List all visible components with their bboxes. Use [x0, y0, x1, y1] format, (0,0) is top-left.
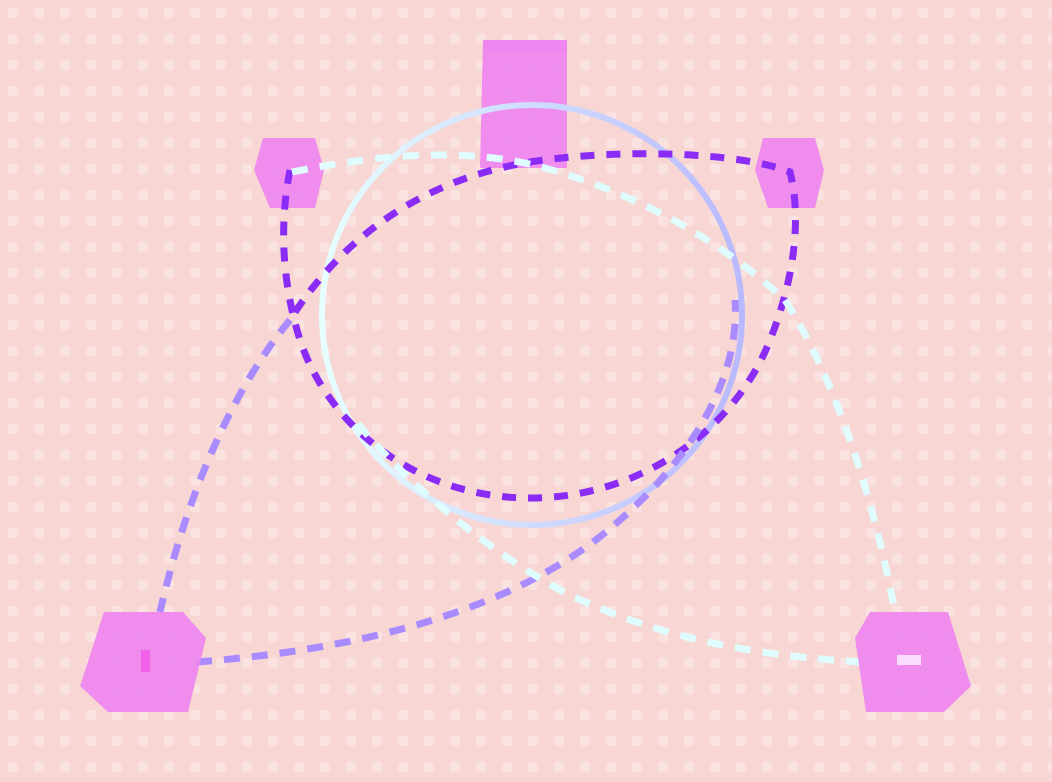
- block-lower-left[interactable]: [80, 612, 206, 712]
- lavender-dashed-curve: [156, 299, 739, 666]
- cyan-dashed-curve: [291, 151, 899, 666]
- gradient-ring: [319, 102, 745, 528]
- purple-dashed-loop: [280, 150, 799, 502]
- block-lower-right[interactable]: [855, 612, 971, 712]
